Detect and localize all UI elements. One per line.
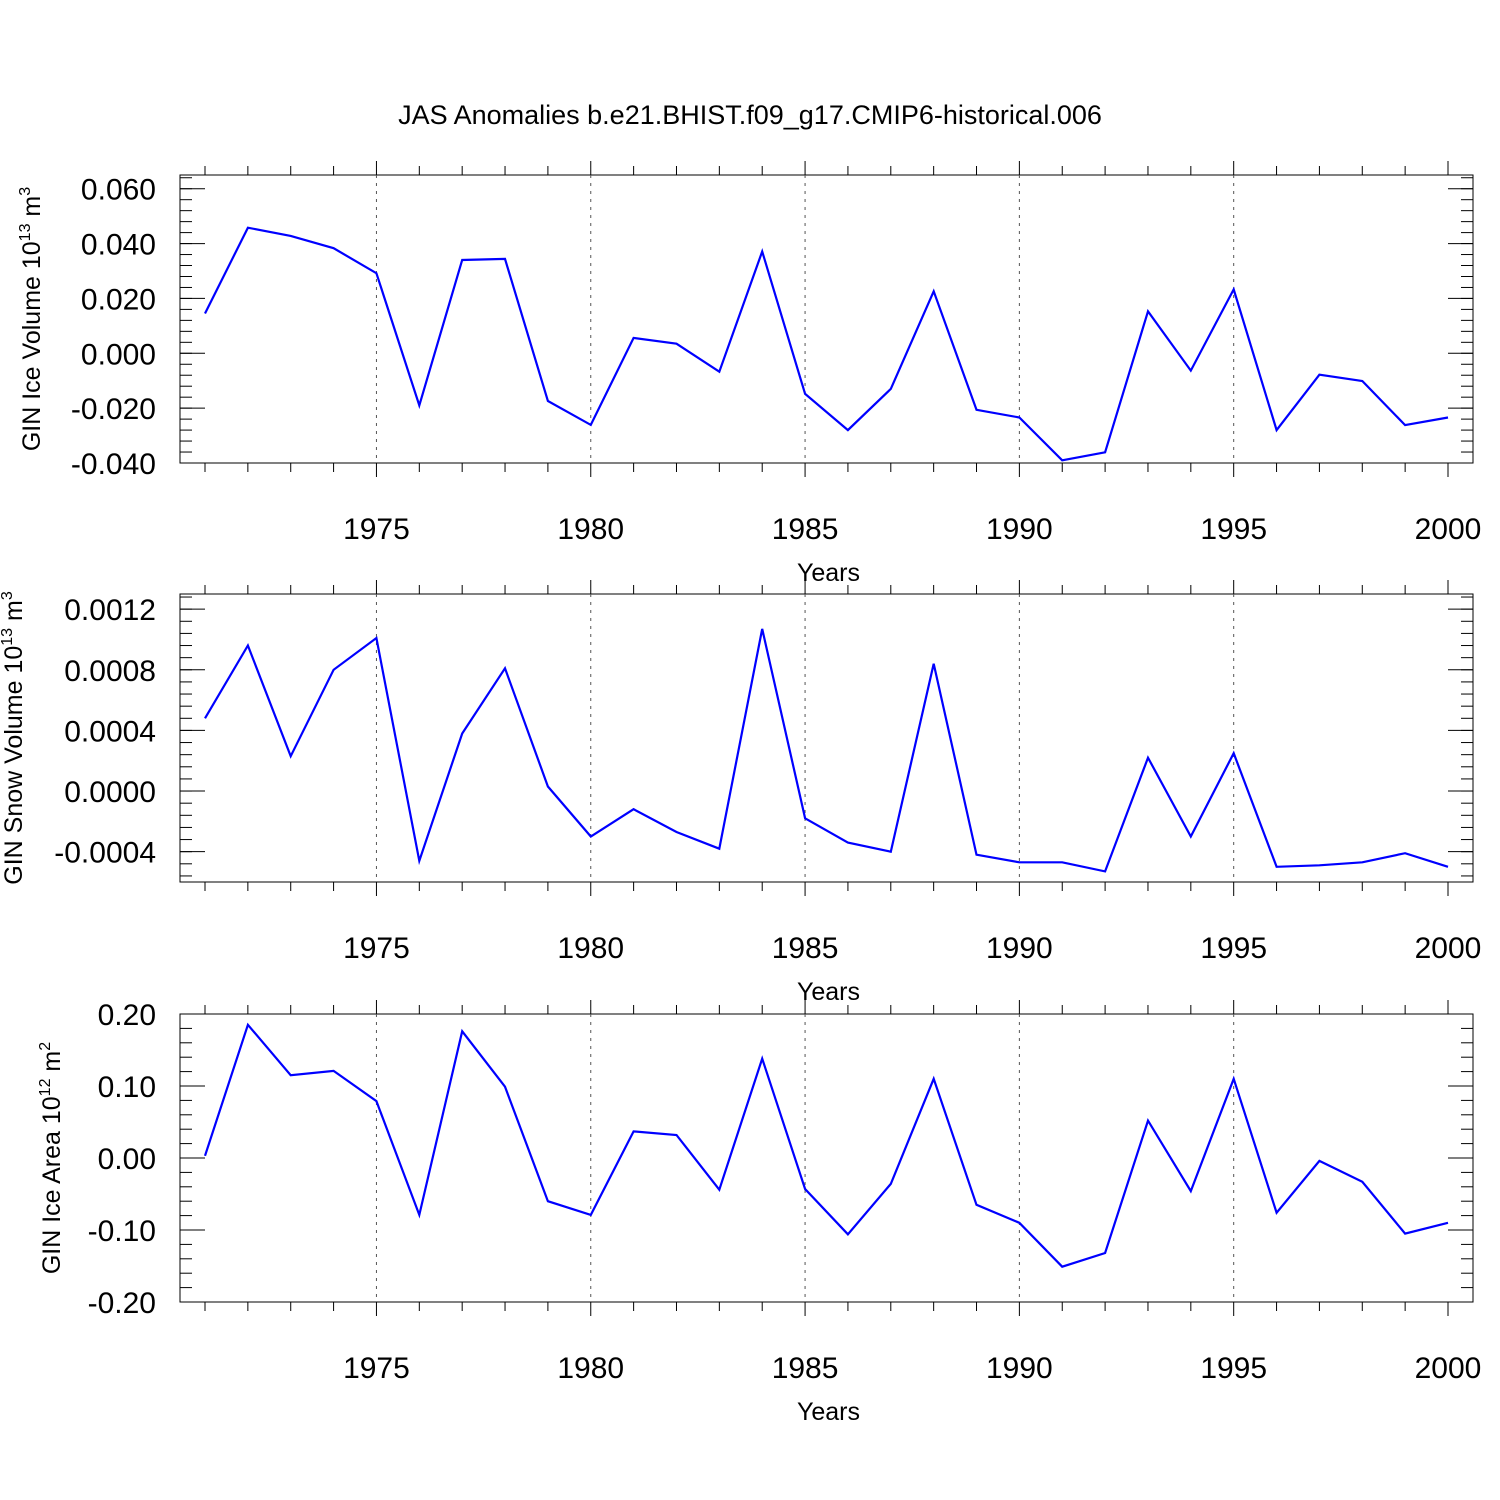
data-line — [204, 226, 1449, 462]
x-tick-label: 1990 — [986, 513, 1053, 546]
chart-title: JAS Anomalies b.e21.BHIST.f09_g17.CMIP6-… — [398, 100, 1102, 130]
x-tick-label: 2000 — [1415, 932, 1482, 965]
y-tick-label: 0.060 — [81, 174, 156, 207]
x-tick-label: 1985 — [772, 932, 839, 965]
y-tick-label: -0.020 — [71, 393, 156, 426]
x-tick-label: 1990 — [986, 932, 1053, 965]
y-tick-label: -0.040 — [71, 448, 156, 481]
y-label-text: m — [18, 196, 46, 224]
y-label-superscript: 13 — [0, 628, 16, 646]
y-label-superscript: 2 — [37, 1042, 54, 1051]
x-tick-label: 1975 — [343, 1352, 410, 1385]
x-tick-label: 1985 — [772, 1352, 839, 1385]
x-tick-label: 1975 — [343, 513, 410, 546]
x-tick-label: 1990 — [986, 1352, 1053, 1385]
plot-frame — [179, 1013, 1474, 1303]
y-label-text: GIN Ice Area 10 — [38, 1096, 66, 1274]
y-axis-label: GIN Ice Area 1012 m2 — [37, 1042, 66, 1274]
x-tick-label: 1980 — [557, 513, 624, 546]
x-tick-label: 1995 — [1200, 932, 1267, 965]
x-tick-label: 1995 — [1200, 1352, 1267, 1385]
y-tick-label: -0.20 — [88, 1287, 156, 1320]
y-tick-label: 0.020 — [81, 283, 156, 316]
data-line — [204, 628, 1449, 873]
y-tick-label: 0.000 — [81, 338, 156, 371]
x-tick-label: 1995 — [1200, 513, 1267, 546]
y-tick-label: 0.0008 — [64, 655, 156, 688]
x-tick-label: 1975 — [343, 932, 410, 965]
y-label-text: m — [0, 600, 28, 628]
y-axis-label: GIN Ice Volume 1013 m3 — [17, 187, 46, 451]
x-tick-label: 1980 — [557, 932, 624, 965]
x-tick-label: 1980 — [557, 1352, 624, 1385]
y-label-superscript: 13 — [17, 223, 34, 241]
x-axis-label: Years — [797, 978, 860, 1006]
chart-panel-3: 0.20 0.10 0.00 -0.10 -0.20 1975 1980 1985 1990 19… — [37, 999, 1481, 1426]
plot-frame — [179, 174, 1474, 464]
y-label-superscript: 12 — [37, 1078, 54, 1096]
y-tick-label: -0.10 — [88, 1215, 156, 1248]
x-tick-label: 1985 — [772, 513, 839, 546]
chart-panel-1: 0.060 0.040 0.020 0.000 -0.020 -0.040 1975 1980… — [17, 161, 1481, 587]
x-axis-label: Years — [797, 559, 860, 587]
y-label-superscript: 3 — [0, 591, 16, 600]
y-tick-label: -0.0004 — [54, 837, 156, 870]
y-tick-label: 0.20 — [98, 999, 156, 1032]
y-tick-label: 0.040 — [81, 229, 156, 262]
chart-panel-2: 0.0012 0.0008 0.0004 0.0000 -0.0004 1975 1980 1… — [0, 580, 1481, 1006]
y-label-text: m — [38, 1051, 66, 1079]
data-line — [203, 1022, 1449, 1268]
y-label-text: GIN Ice Volume 10 — [18, 241, 46, 451]
y-label-text: GIN Snow Volume 10 — [0, 646, 28, 885]
y-label-superscript: 3 — [17, 187, 34, 196]
x-tick-label: 2000 — [1415, 1352, 1482, 1385]
x-axis-label: Years — [797, 1398, 860, 1426]
x-tick-label: 2000 — [1415, 513, 1482, 546]
y-tick-label: 0.0004 — [64, 715, 156, 748]
plot-frame — [179, 593, 1474, 883]
y-tick-label: 0.10 — [98, 1071, 156, 1104]
y-tick-label: 0.00 — [98, 1143, 156, 1176]
y-axis-label: GIN Snow Volume 1013 m3 — [0, 591, 28, 885]
y-tick-label: 0.0012 — [64, 594, 156, 627]
y-tick-label: 0.0000 — [64, 776, 156, 809]
